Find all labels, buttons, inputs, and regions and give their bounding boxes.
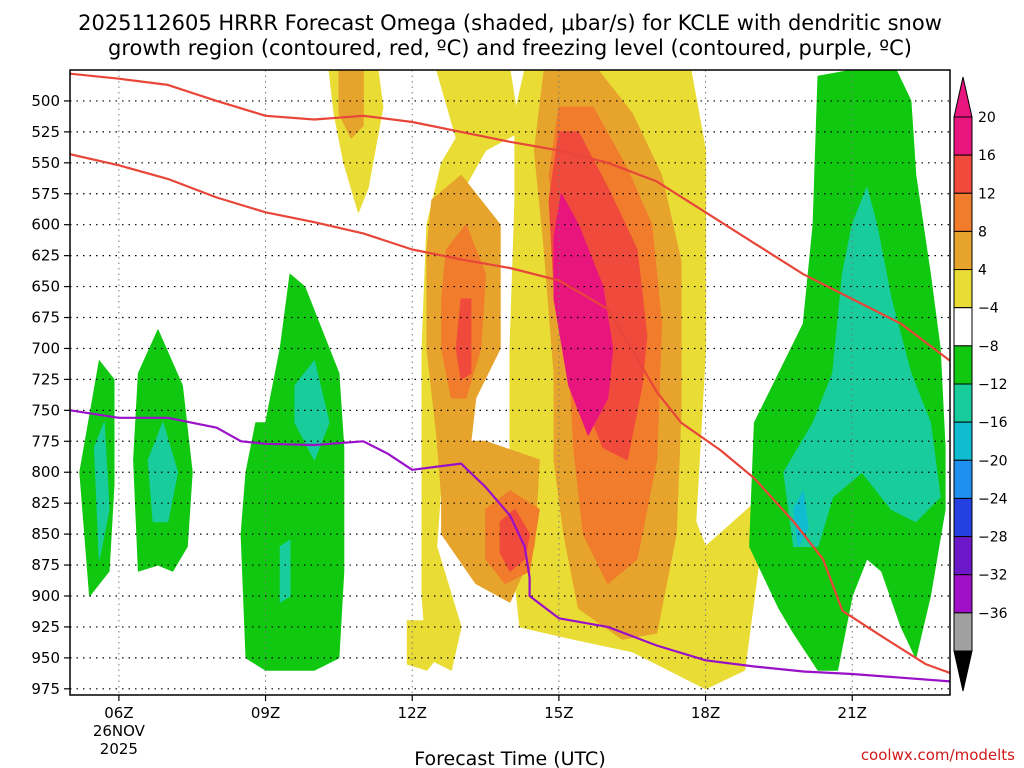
colorbar-bin [953, 345, 973, 385]
y-tick-label: 725 [31, 370, 60, 388]
credit-text: coolwx.com/modelts [861, 746, 1015, 764]
colorbar-bin [953, 497, 973, 538]
colorbar-label: −8 [978, 339, 999, 355]
colorbar-bin [953, 307, 973, 347]
y-tick-label: 675 [31, 309, 60, 327]
colorbar-label: 12 [978, 186, 996, 202]
colorbar-label: 16 [978, 148, 996, 164]
colorbar: 20 16 12 8 4 −4 −8 −12 −16 −20 −24 −28 −32 −36 [953, 76, 1008, 692]
colorbar-label: −28 [978, 530, 1008, 546]
colorbar-bin [953, 116, 973, 156]
colorbar-label: −12 [978, 377, 1008, 393]
colorbar-label: −24 [978, 491, 1008, 507]
y-tick-label: 650 [31, 278, 60, 296]
y-tick-label: 600 [31, 216, 60, 234]
x-tick-label: 06Z [104, 704, 133, 722]
colorbar-bin [953, 574, 973, 614]
colorbar-bin [953, 383, 973, 423]
y-tick-label: 775 [31, 432, 60, 450]
y-tick-label: 625 [31, 247, 60, 265]
y-tick-label: 950 [31, 649, 60, 667]
x-tick-label: 18Z [691, 704, 720, 722]
omega-region-23 [793, 490, 809, 547]
omega-region-11 [455, 298, 472, 380]
y-tick-label: 850 [31, 525, 60, 543]
colorbar-bin [953, 536, 973, 576]
y-tick-label: 875 [31, 556, 60, 574]
colorbar-bottom-arrow [953, 650, 973, 692]
colorbar-bin [953, 269, 973, 309]
contour-lines [70, 72, 950, 683]
plot-frame [69, 69, 951, 696]
colorbar-label: −4 [978, 301, 999, 317]
x-tick-label: 21Z [838, 704, 867, 722]
y-tick-label: 925 [31, 618, 60, 636]
omega-shading [79, 70, 946, 690]
colorbar-bin [953, 421, 973, 461]
colorbar-bin [953, 192, 973, 232]
omega-region-12 [499, 508, 531, 572]
dgz-contour-0 [70, 72, 950, 363]
x-tick-label: 09Z [251, 704, 280, 722]
x-tick-label: 15Z [544, 704, 573, 722]
y-tick-label: 700 [31, 339, 60, 357]
x-axis-title: Forecast Time (UTC) [414, 748, 605, 768]
chart-title-line-2: growth region (contoured, red, ºC) and f… [108, 36, 912, 60]
colorbar-top-arrow [953, 76, 973, 118]
colorbar-bin [953, 612, 973, 652]
x-tick-label: 12Z [398, 704, 427, 722]
colorbar-label: 4 [978, 263, 987, 279]
colorbar-label: −16 [978, 415, 1008, 431]
x-tick-date: 26NOV [93, 722, 146, 740]
y-tick-label: 750 [31, 401, 60, 419]
y-tick-label: 575 [31, 185, 60, 203]
colorbar-label: −36 [978, 606, 1008, 622]
omega-region-19 [147, 422, 179, 523]
chart-title-line-1: 2025112605 HRRR Forecast Omega (shaded, … [78, 11, 942, 35]
colorbar-label: 8 [978, 224, 987, 240]
y-tick-label: 525 [31, 123, 60, 141]
colorbar-label: −20 [978, 453, 1008, 469]
y-tick-label: 800 [31, 463, 60, 481]
freezing-level-contour [70, 409, 950, 683]
x-tick-year: 2025 [100, 740, 138, 758]
colorbar-label: 20 [978, 110, 996, 126]
y-tick-label: 825 [31, 494, 60, 512]
omega-region-18 [93, 422, 110, 560]
colorbar-bin [953, 230, 973, 271]
y-tick-label: 500 [31, 92, 60, 110]
colorbar-bin [953, 459, 973, 499]
colorbar-label: −32 [978, 568, 1008, 584]
y-tick-label: 975 [31, 680, 60, 698]
y-tick-label: 550 [31, 154, 60, 172]
omega-region-21 [279, 539, 291, 603]
colorbar-bin [953, 154, 973, 194]
y-axis: 500 525 550 575 600 625 650 675 700 725 750 775 800 8… [31, 92, 70, 698]
dgz-contour-1 [70, 153, 950, 675]
y-tick-label: 900 [31, 587, 60, 605]
omega-region-22 [783, 187, 941, 547]
